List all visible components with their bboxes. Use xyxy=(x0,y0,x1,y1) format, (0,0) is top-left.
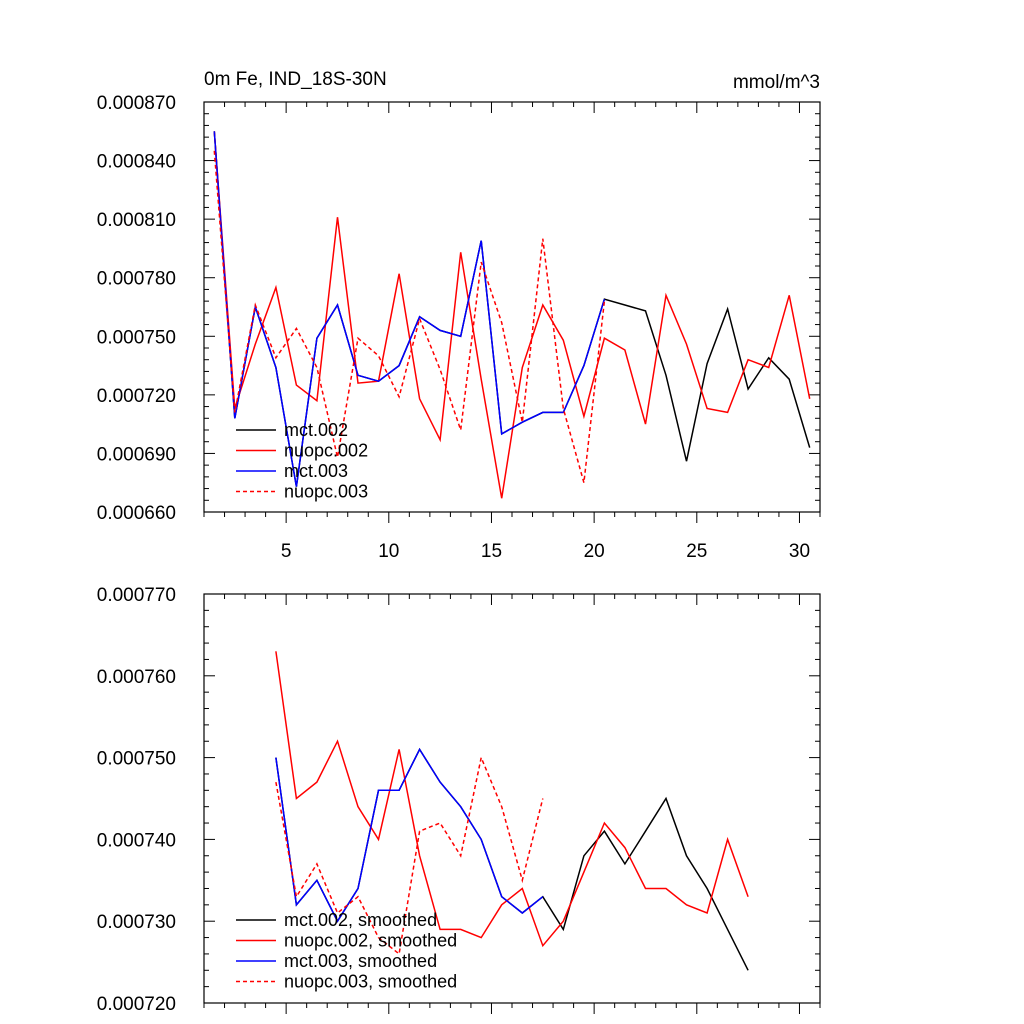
legend-label: nuopc.002 xyxy=(284,441,368,461)
legend-label: nuopc.003 xyxy=(284,482,368,502)
bottom-panel: 0.000720 0.000730 0.000740 0.000750 0.000760… xyxy=(97,585,821,1015)
y-tick-label: 0.000660 xyxy=(97,503,176,524)
x-tick-label: 10 xyxy=(378,541,399,562)
y-tick-label: 0.000750 xyxy=(97,327,176,348)
y-tick-label: 0.000840 xyxy=(97,152,176,173)
x-tick-label: 20 xyxy=(584,541,605,562)
x-tick-label: 30 xyxy=(789,541,810,562)
top-panel: 0.000660 0.000690 0.000720 0.000750 0.000780… xyxy=(97,69,821,562)
series-line-nuopc-002 xyxy=(213,131,811,499)
series-line-nuopc-002-smoothed xyxy=(275,651,749,948)
y-tick-label: 0.000750 xyxy=(97,749,176,770)
y-tick-label: 0.000780 xyxy=(97,269,176,290)
chart-units: mmol/m^3 xyxy=(733,72,820,93)
legend-label: mct.003 xyxy=(284,461,348,481)
chart-title: 0m Fe, IND_18S-30N xyxy=(204,69,387,90)
y-tick-label: 0.000870 xyxy=(97,93,176,114)
y-tick-label: 0.000770 xyxy=(97,585,176,606)
y-tick-label: 0.000810 xyxy=(97,210,176,231)
series-line-mct-003 xyxy=(213,131,606,487)
x-tick-label: 15 xyxy=(481,541,502,562)
series-line-mct-003-smoothed xyxy=(275,747,544,923)
series-line-nuopc-003 xyxy=(213,150,606,483)
legend-label: nuopc.003, smoothed xyxy=(284,972,457,992)
y-tick-label: 0.000760 xyxy=(97,667,176,688)
legend-label: mct.002 xyxy=(284,420,348,440)
y-tick-label: 0.000730 xyxy=(97,912,176,933)
y-tick-label: 0.000720 xyxy=(97,386,176,407)
x-tick-label: 25 xyxy=(686,541,707,562)
legend-label: mct.003, smoothed xyxy=(284,951,437,971)
legend-label: mct.002, smoothed xyxy=(284,910,437,930)
series-line-nuopc-003-smoothed xyxy=(275,755,544,956)
legend-label: nuopc.002, smoothed xyxy=(284,931,457,951)
x-tick-label: 5 xyxy=(281,541,292,562)
y-tick-label: 0.000690 xyxy=(97,444,176,465)
y-tick-label: 0.000740 xyxy=(97,830,176,851)
y-tick-label: 0.000720 xyxy=(97,994,176,1015)
